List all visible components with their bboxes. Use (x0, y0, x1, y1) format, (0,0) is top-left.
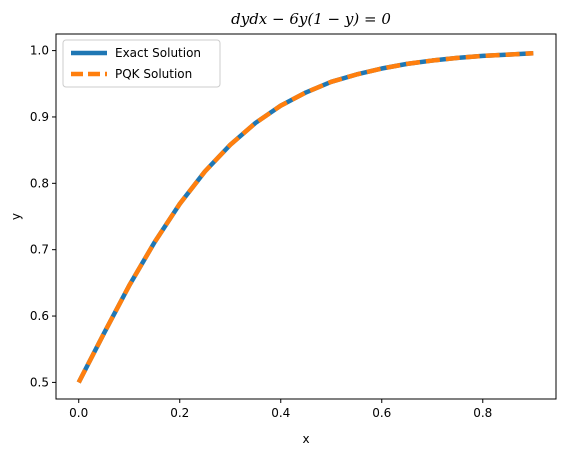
x-tick-label: 0.4 (271, 406, 290, 420)
y-tick-label: 0.6 (30, 309, 49, 323)
plot-frame (55, 33, 557, 400)
legend-entry-label: PQK Solution (115, 67, 192, 81)
y-tick-label: 0.8 (30, 176, 49, 190)
x-tick-label: 0.2 (170, 406, 189, 420)
legend: Exact Solution PQK Solution (62, 39, 221, 88)
chart-title: dydx − 6y(1 − y) = 0 (231, 10, 391, 28)
y-tick-label: 0.9 (30, 110, 49, 124)
series-line-exact-solution (76, 51, 534, 384)
x-tick-label: 0.0 (69, 406, 88, 420)
x-axis-label: x (302, 432, 309, 446)
y-tick-label: 0.7 (30, 243, 49, 257)
x-tick-label: 0.6 (372, 406, 391, 420)
y-tick-label: 0.5 (30, 375, 49, 389)
x-tick-label: 0.8 (473, 406, 492, 420)
y-axis-label: y (9, 213, 23, 220)
legend-entry-label: Exact Solution (115, 46, 201, 60)
y-tick-label: 1.0 (30, 44, 49, 58)
series-line-pqk-solution (76, 51, 534, 384)
